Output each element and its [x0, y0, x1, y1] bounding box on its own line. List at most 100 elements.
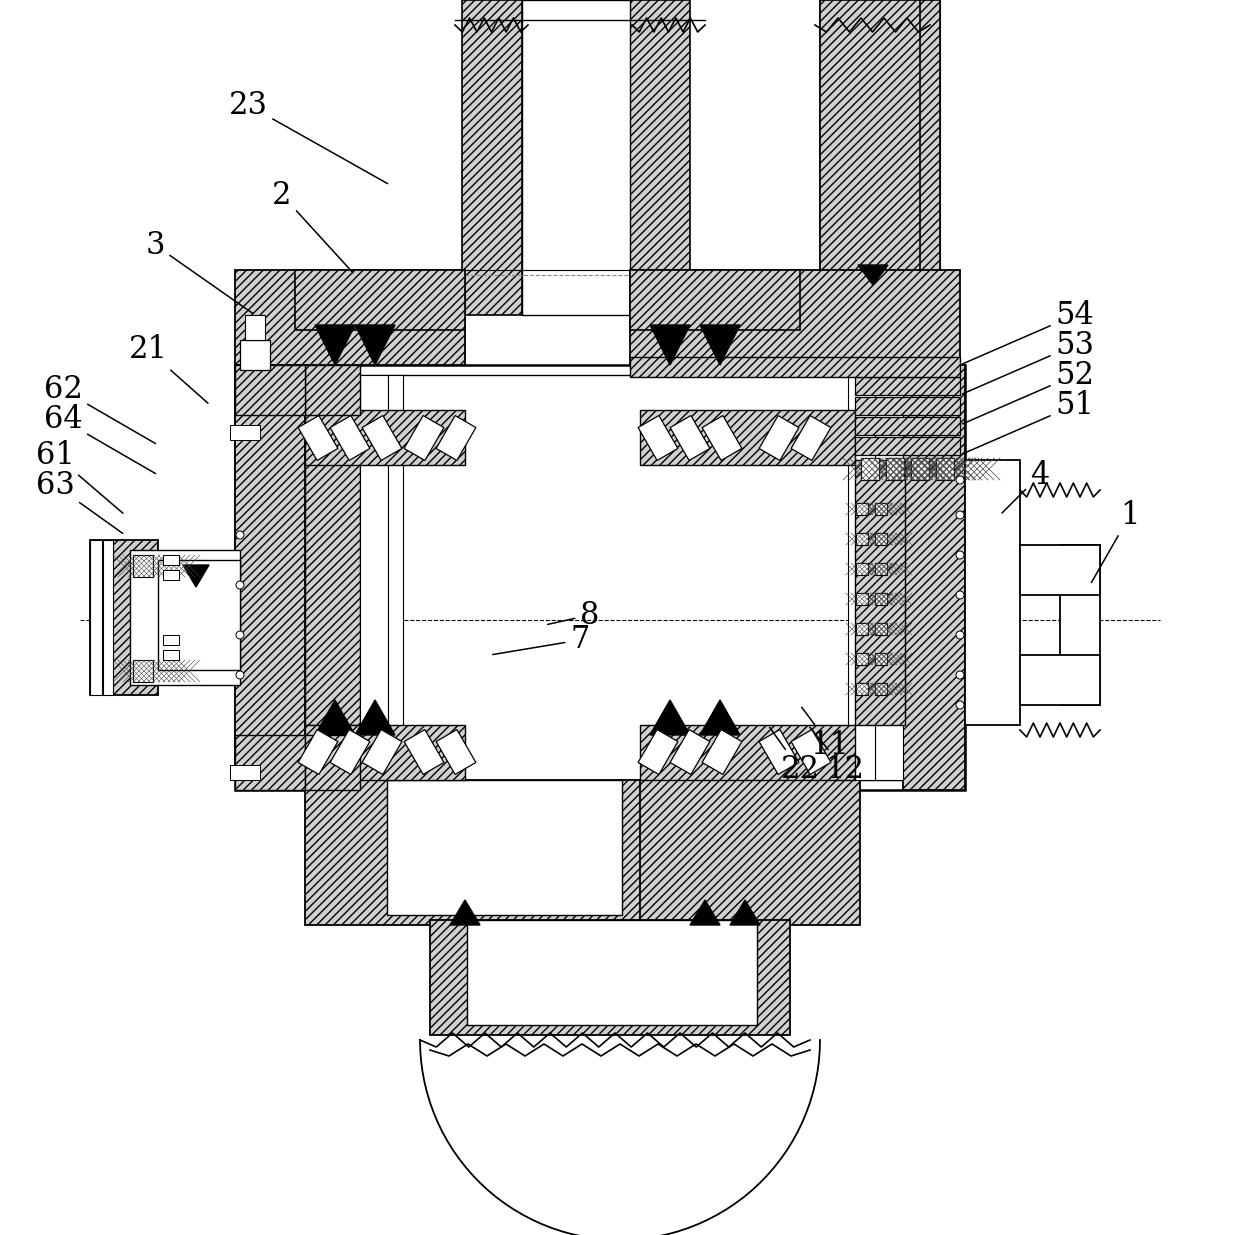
Polygon shape [856, 563, 868, 576]
Polygon shape [360, 375, 905, 781]
Text: 21: 21 [129, 335, 208, 403]
Polygon shape [965, 459, 1021, 725]
Polygon shape [911, 458, 929, 480]
Polygon shape [875, 683, 887, 695]
Polygon shape [650, 700, 689, 735]
Polygon shape [903, 366, 965, 790]
Text: 7: 7 [492, 625, 590, 656]
Polygon shape [759, 730, 799, 774]
Text: 62: 62 [43, 374, 155, 443]
Polygon shape [856, 396, 960, 415]
Polygon shape [640, 725, 856, 781]
Polygon shape [820, 0, 880, 315]
Polygon shape [436, 415, 476, 461]
Polygon shape [330, 415, 370, 461]
Polygon shape [630, 270, 800, 330]
Polygon shape [1060, 545, 1100, 705]
Polygon shape [630, 357, 960, 377]
Polygon shape [305, 415, 360, 725]
Polygon shape [856, 622, 868, 635]
Text: 4: 4 [1002, 459, 1049, 513]
Polygon shape [360, 375, 388, 781]
Polygon shape [430, 920, 790, 1035]
Polygon shape [450, 900, 480, 925]
Polygon shape [650, 325, 689, 366]
Polygon shape [702, 415, 742, 461]
Polygon shape [702, 730, 742, 774]
Polygon shape [162, 555, 179, 564]
Polygon shape [936, 458, 954, 480]
Polygon shape [856, 683, 868, 695]
Polygon shape [355, 700, 396, 735]
Polygon shape [640, 410, 856, 466]
Polygon shape [630, 0, 689, 315]
Polygon shape [133, 555, 153, 577]
Circle shape [956, 631, 963, 638]
Circle shape [236, 580, 244, 589]
Polygon shape [1021, 545, 1100, 595]
Polygon shape [875, 653, 887, 664]
Polygon shape [315, 700, 355, 735]
Polygon shape [639, 415, 678, 461]
Polygon shape [162, 571, 179, 580]
Polygon shape [103, 540, 113, 695]
Polygon shape [856, 377, 960, 395]
Polygon shape [236, 735, 305, 790]
Text: 22: 22 [770, 727, 820, 785]
Polygon shape [298, 730, 337, 774]
Polygon shape [875, 593, 887, 605]
Text: 1: 1 [1091, 499, 1140, 583]
Polygon shape [639, 730, 678, 774]
Text: 8: 8 [548, 599, 600, 631]
Text: 52: 52 [962, 359, 1095, 424]
Polygon shape [241, 340, 270, 370]
Polygon shape [404, 730, 444, 774]
Polygon shape [689, 900, 720, 925]
Polygon shape [133, 659, 153, 682]
Polygon shape [856, 437, 960, 454]
Polygon shape [162, 635, 179, 645]
Text: 64: 64 [43, 405, 155, 473]
Circle shape [956, 592, 963, 599]
Text: 3: 3 [145, 230, 253, 314]
Polygon shape [759, 415, 799, 461]
Polygon shape [820, 0, 920, 275]
Circle shape [956, 671, 963, 679]
Polygon shape [730, 900, 760, 925]
Polygon shape [820, 0, 940, 315]
Polygon shape [162, 650, 179, 659]
Polygon shape [630, 270, 960, 366]
Polygon shape [388, 375, 403, 781]
Polygon shape [130, 550, 241, 685]
Circle shape [956, 475, 963, 484]
Polygon shape [856, 459, 905, 725]
Polygon shape [236, 270, 465, 366]
Polygon shape [875, 534, 887, 545]
Polygon shape [522, 0, 630, 315]
Text: 61: 61 [36, 440, 123, 514]
Polygon shape [404, 415, 444, 461]
Polygon shape [670, 730, 709, 774]
Polygon shape [848, 375, 875, 781]
Circle shape [236, 671, 244, 679]
Polygon shape [701, 700, 740, 735]
Circle shape [956, 511, 963, 519]
Polygon shape [246, 315, 265, 340]
Text: 12: 12 [810, 727, 864, 785]
Polygon shape [875, 563, 887, 576]
Polygon shape [463, 0, 522, 315]
Polygon shape [701, 325, 740, 366]
Text: 11: 11 [802, 708, 849, 761]
Polygon shape [858, 266, 888, 285]
Polygon shape [467, 920, 756, 1025]
Polygon shape [298, 415, 337, 461]
Text: 53: 53 [962, 330, 1095, 394]
Polygon shape [91, 540, 102, 695]
Polygon shape [295, 270, 465, 330]
Polygon shape [362, 415, 402, 461]
Polygon shape [305, 410, 465, 466]
Polygon shape [861, 458, 879, 480]
Text: 63: 63 [36, 469, 123, 534]
Polygon shape [236, 366, 965, 790]
Polygon shape [1021, 655, 1100, 705]
